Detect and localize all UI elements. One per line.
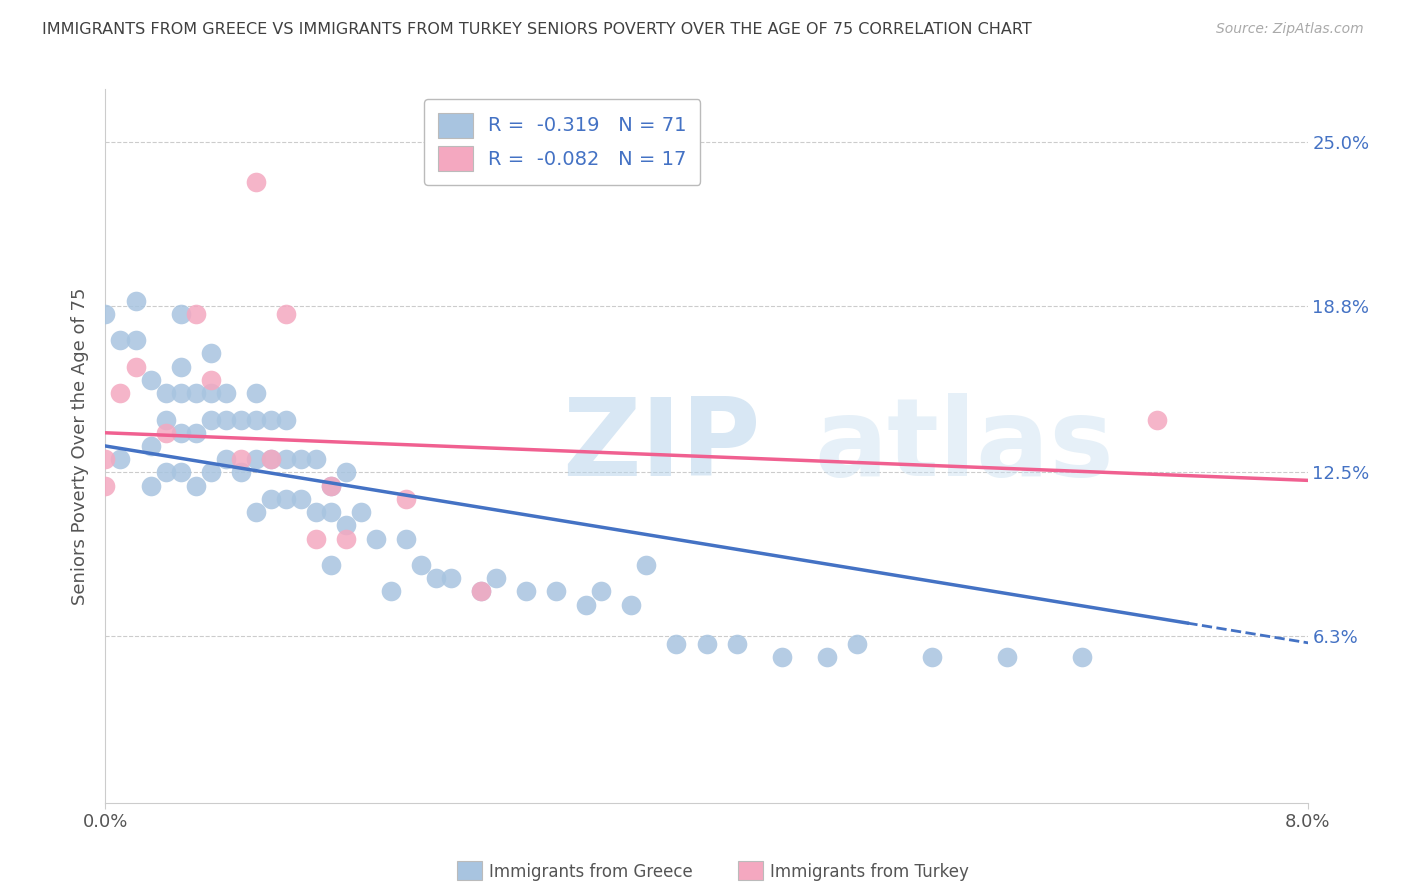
Point: [575, 598, 598, 612]
Point: [319, 478, 342, 492]
Point: [725, 637, 748, 651]
Point: [440, 571, 463, 585]
Point: [380, 584, 402, 599]
Point: [245, 175, 267, 189]
Point: [409, 558, 432, 572]
Point: [260, 452, 283, 467]
Point: [245, 386, 267, 401]
Point: [319, 505, 342, 519]
Text: atlas: atlas: [814, 393, 1115, 499]
Point: [169, 425, 191, 440]
Point: [169, 359, 191, 374]
Point: [124, 333, 146, 347]
Point: [1071, 650, 1094, 665]
Text: Immigrants from Turkey: Immigrants from Turkey: [770, 863, 969, 881]
Point: [184, 307, 207, 321]
Point: [515, 584, 537, 599]
Point: [546, 584, 568, 599]
Point: [94, 307, 117, 321]
Point: [395, 491, 418, 506]
Point: [200, 373, 222, 387]
Point: [290, 491, 312, 506]
Y-axis label: Seniors Poverty Over the Age of 75: Seniors Poverty Over the Age of 75: [72, 287, 90, 605]
Point: [214, 452, 236, 467]
Point: [260, 491, 283, 506]
Point: [319, 478, 342, 492]
Point: [364, 532, 387, 546]
Point: [94, 452, 117, 467]
Point: [229, 412, 252, 426]
Text: ZIP: ZIP: [562, 393, 761, 499]
Point: [770, 650, 793, 665]
Point: [335, 466, 357, 480]
Point: [169, 307, 191, 321]
Point: [425, 571, 447, 585]
Point: [245, 452, 267, 467]
Point: [200, 412, 222, 426]
Point: [274, 307, 297, 321]
Point: [696, 637, 718, 651]
Point: [139, 439, 162, 453]
Point: [335, 532, 357, 546]
Point: [214, 412, 236, 426]
Point: [184, 478, 207, 492]
Point: [229, 466, 252, 480]
Text: IMMIGRANTS FROM GREECE VS IMMIGRANTS FROM TURKEY SENIORS POVERTY OVER THE AGE OF: IMMIGRANTS FROM GREECE VS IMMIGRANTS FRO…: [42, 22, 1032, 37]
Point: [245, 412, 267, 426]
Point: [124, 293, 146, 308]
Point: [214, 386, 236, 401]
Point: [184, 386, 207, 401]
Point: [845, 637, 868, 651]
Point: [305, 532, 328, 546]
Point: [155, 425, 177, 440]
Point: [200, 386, 222, 401]
Text: Source: ZipAtlas.com: Source: ZipAtlas.com: [1216, 22, 1364, 37]
Point: [139, 373, 162, 387]
Point: [139, 478, 162, 492]
Point: [470, 584, 492, 599]
Point: [110, 452, 132, 467]
Point: [274, 412, 297, 426]
Point: [155, 466, 177, 480]
Point: [200, 466, 222, 480]
Point: [260, 452, 283, 467]
Point: [169, 386, 191, 401]
Point: [290, 452, 312, 467]
Point: [815, 650, 838, 665]
Point: [155, 412, 177, 426]
Point: [470, 584, 492, 599]
Point: [395, 532, 418, 546]
Point: [229, 452, 252, 467]
Point: [110, 386, 132, 401]
Point: [665, 637, 688, 651]
Point: [591, 584, 613, 599]
Point: [335, 518, 357, 533]
Point: [305, 452, 328, 467]
Point: [620, 598, 643, 612]
Point: [124, 359, 146, 374]
Point: [319, 558, 342, 572]
Point: [260, 412, 283, 426]
Point: [245, 505, 267, 519]
Point: [155, 386, 177, 401]
Point: [636, 558, 658, 572]
Point: [274, 452, 297, 467]
Point: [1146, 412, 1168, 426]
Point: [169, 466, 191, 480]
Legend: R =  -0.319   N = 71, R =  -0.082   N = 17: R = -0.319 N = 71, R = -0.082 N = 17: [425, 99, 700, 185]
Point: [110, 333, 132, 347]
Point: [350, 505, 373, 519]
Point: [274, 491, 297, 506]
Point: [485, 571, 508, 585]
Point: [94, 478, 117, 492]
Point: [995, 650, 1018, 665]
Point: [200, 346, 222, 360]
Text: Immigrants from Greece: Immigrants from Greece: [489, 863, 693, 881]
Point: [184, 425, 207, 440]
Point: [921, 650, 943, 665]
Point: [305, 505, 328, 519]
